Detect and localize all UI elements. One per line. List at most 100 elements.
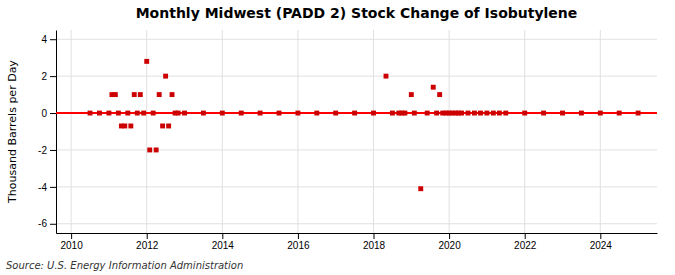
x-axis-line [57,233,658,234]
x-tick-label: 2012 [136,240,159,251]
x-grid-line [297,30,298,233]
x-tick: 2016 [287,233,310,251]
point [122,124,127,129]
x-grid-line [449,30,450,233]
point [352,111,357,116]
point [138,92,143,97]
point [182,111,187,116]
x-tick: 2012 [136,233,159,251]
y-axis-title: Thousand Barrels per Day [6,60,19,204]
point [472,111,477,116]
x-tick-mark [147,233,148,239]
y-tick-mark [50,224,56,225]
point [160,124,165,129]
y-tick: -4 [38,182,56,193]
y-tick: -2 [38,145,56,156]
point [97,111,102,116]
point [201,111,206,116]
point [497,111,502,116]
x-tick-label: 2020 [438,240,461,251]
point [598,111,603,116]
x-tick: 2024 [590,233,613,251]
y-tick-label: -6 [38,218,47,229]
point [579,111,584,116]
x-axis: 20102012201420162018202020222024 [57,233,658,251]
y-tick-label: 2 [41,71,47,82]
point [434,111,439,116]
point [239,111,244,116]
point [384,74,389,79]
x-grid-line [524,30,525,233]
x-tick-label: 2010 [60,240,83,251]
point [116,111,121,116]
point [425,111,430,116]
point [258,111,263,116]
point [437,92,442,97]
y-grid-line [56,39,657,40]
y-grid-line [56,223,657,224]
point [333,111,338,116]
point [409,92,414,97]
point [371,111,376,116]
point [147,148,152,153]
title: Monthly Midwest (PADD 2) Stock Change of… [136,5,578,21]
y-tick-label: -2 [38,145,47,156]
point [144,59,149,64]
y-tick-mark [50,76,56,77]
y-tick-mark [50,150,56,151]
point [141,111,146,116]
point [478,111,483,116]
x-tick-mark [374,233,375,239]
point [466,111,471,116]
point [166,124,171,129]
point [135,111,140,116]
point [176,111,181,116]
point [220,111,225,116]
y-tick: 0 [41,108,56,119]
point [617,111,622,116]
point [295,111,300,116]
point [484,111,489,116]
point [154,148,159,153]
point [151,111,156,116]
x-tick-label: 2024 [590,240,613,251]
point [163,74,168,79]
x-tick-mark [600,233,601,239]
point [113,92,118,97]
point [491,111,496,116]
y-axis: -6 -4 -2 0 2 4 [38,31,56,234]
x-tick: 2020 [438,233,461,251]
point [503,111,508,116]
grid [56,30,657,233]
x-tick-label: 2014 [212,240,235,251]
point [128,124,133,129]
point [314,111,319,116]
x-grid-line [71,30,72,233]
y-tick-label: 0 [41,108,47,119]
y-grid-line [56,149,657,150]
point [132,92,137,97]
y-grid-line [56,76,657,77]
point [418,186,423,191]
point [106,111,111,116]
point [459,111,464,116]
y-axis-line [56,31,57,234]
point [636,111,641,116]
x-tick-mark [222,233,223,239]
point [522,111,527,116]
point [390,111,395,116]
x-tick-label: 2022 [514,240,537,251]
x-tick-label: 2016 [287,240,310,251]
chart: 20102012201420162018202020222024-6-4-202… [0,0,675,275]
x-tick: 2022 [514,233,537,251]
x-grid-line [373,30,374,233]
point [412,111,417,116]
plot-area: 20102012201420162018202020222024-6-4-202… [38,30,657,251]
y-tick-mark [50,39,56,40]
y-tick-mark [50,187,56,188]
point [277,111,282,116]
point [402,111,407,116]
y-tick-label: 4 [41,34,47,45]
x-tick: 2014 [212,233,235,251]
y-tick-label: -4 [38,182,47,193]
